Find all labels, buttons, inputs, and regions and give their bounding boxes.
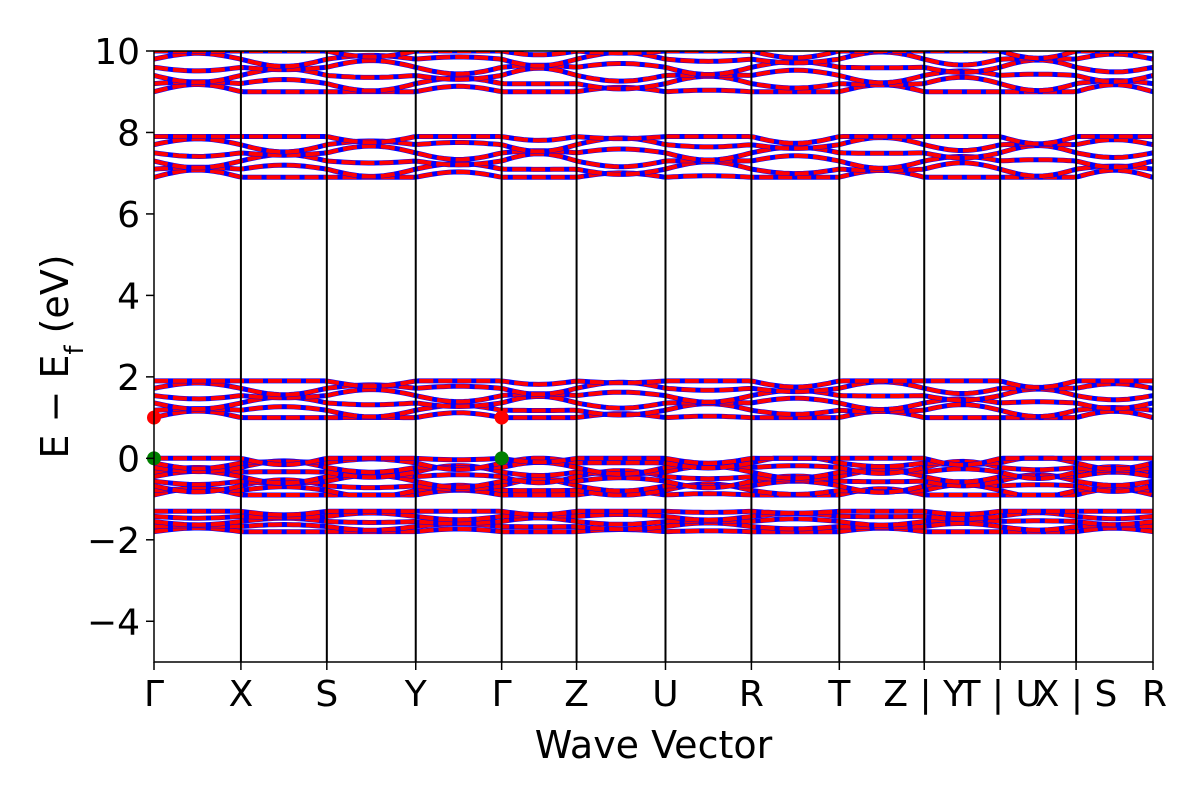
y-axis-ticks: −4 −2 0 2 4 6 8 10 bbox=[87, 32, 154, 643]
plot-frame bbox=[153, 50, 1154, 663]
x-tick-label-5: Z bbox=[564, 674, 589, 715]
y-tick-label-0: −4 bbox=[87, 602, 140, 643]
x-tick-label-7: R bbox=[739, 674, 764, 715]
band-up-3-2 bbox=[154, 151, 1153, 171]
y-axis-label-unit: (eV) bbox=[33, 254, 77, 345]
band-up-3-1 bbox=[154, 159, 1153, 179]
band-up-0-2 bbox=[154, 515, 1153, 528]
x-tick-label-0: Γ bbox=[144, 674, 164, 715]
y-axis-label: E − Ef (eV) bbox=[33, 254, 90, 458]
marker-vbm-1 bbox=[494, 451, 509, 466]
x-tick-label-2: S bbox=[315, 674, 338, 715]
y-tick-label-2: 0 bbox=[117, 439, 140, 480]
band-up-1-1 bbox=[154, 481, 1153, 497]
y-tick-label-3: 2 bbox=[117, 358, 140, 399]
x-tick-label-3: Y bbox=[404, 674, 428, 715]
y-tick-label-7: 10 bbox=[94, 32, 140, 73]
band-up-3-0 bbox=[154, 167, 1153, 180]
x-axis-label: Wave Vector bbox=[535, 723, 773, 767]
band-up-2-3 bbox=[154, 386, 1153, 405]
band-up-3-5 bbox=[154, 134, 1153, 146]
x-tick-label-10: T | U bbox=[957, 674, 1041, 715]
x-tick-label-4: Γ bbox=[492, 674, 512, 715]
x-tick-label-8: T bbox=[827, 674, 851, 715]
band-up-4-1 bbox=[154, 74, 1153, 93]
band-up-4-2 bbox=[154, 66, 1153, 85]
band-up-2-0 bbox=[154, 409, 1153, 420]
band-up-2-1 bbox=[154, 401, 1153, 419]
marker-cbm-1 bbox=[494, 410, 509, 425]
band-up-4-3 bbox=[154, 57, 1153, 77]
x-tick-label-11: X | S bbox=[1035, 674, 1118, 715]
x-tick-label-6: U bbox=[652, 674, 678, 715]
band-up-2-5 bbox=[154, 378, 1153, 390]
band-up-4-5 bbox=[154, 51, 1153, 61]
y-tick-label-5: 6 bbox=[117, 195, 140, 236]
band-lines bbox=[154, 51, 1153, 535]
y-tick-label-6: 8 bbox=[117, 113, 140, 154]
band-up-4-4 bbox=[154, 51, 1153, 69]
band-up-0-0 bbox=[154, 526, 1153, 534]
y-tick-label-4: 4 bbox=[117, 276, 140, 317]
kpath-lines bbox=[239, 51, 1078, 662]
band-up-1-5 bbox=[154, 463, 1153, 481]
band-up-0-4 bbox=[154, 509, 1153, 517]
x-tick-label-12: R bbox=[1142, 674, 1167, 715]
x-tick-label-9: Z | Y bbox=[883, 674, 966, 715]
y-tick-label-1: −2 bbox=[87, 521, 140, 562]
y-axis-label-main: E − E bbox=[33, 355, 77, 459]
x-tick-label-1: X bbox=[229, 674, 254, 715]
band-up-3-4 bbox=[154, 135, 1153, 154]
band-up-2-2 bbox=[154, 394, 1153, 412]
band-up-2-4 bbox=[154, 379, 1153, 397]
band-up-0-3 bbox=[154, 510, 1153, 523]
band-up-3-3 bbox=[154, 143, 1153, 163]
band-up-1-3 bbox=[154, 472, 1153, 490]
y-axis-label-subscript: f bbox=[60, 345, 90, 355]
x-axis-ticks: Γ X S Y Γ Z U R T Z | YT | UX | S R bbox=[144, 662, 1167, 715]
band-up-0-1 bbox=[154, 520, 1153, 533]
band-up-1-8 bbox=[154, 456, 1153, 467]
band-up-4-0 bbox=[154, 82, 1153, 94]
